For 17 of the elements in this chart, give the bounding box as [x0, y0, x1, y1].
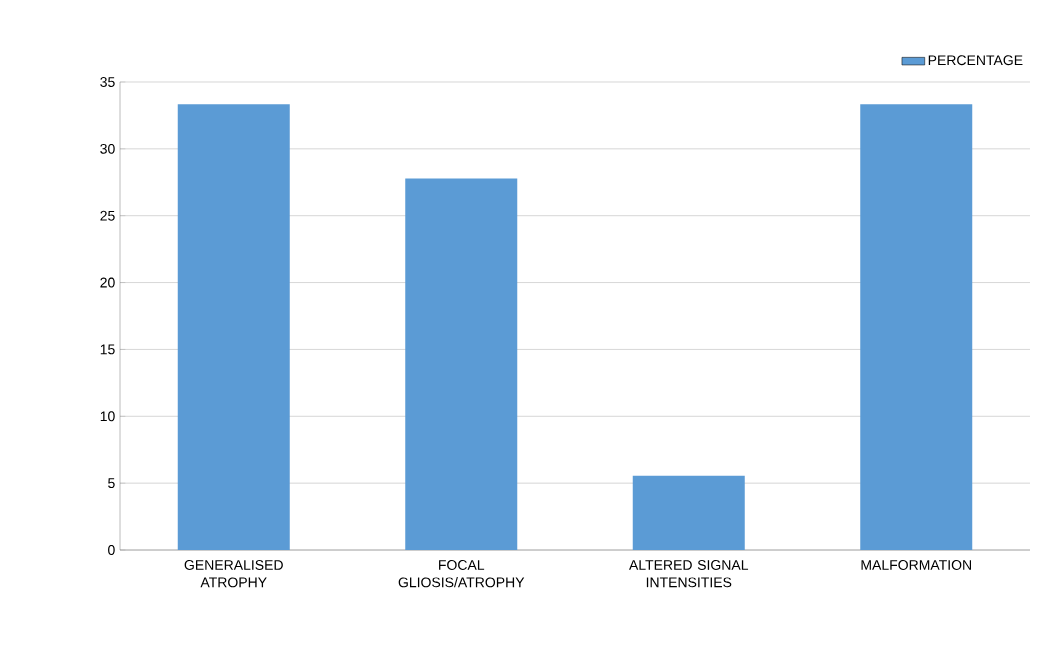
x-tick-label: FOCAL GLIOSIS/ATROPHY: [398, 560, 525, 588]
y-tick-label: 15: [100, 344, 115, 355]
y-tick-label: 35: [100, 77, 115, 87]
bar: [405, 178, 518, 550]
y-tick-label: 25: [100, 210, 115, 221]
y-tick-label: 20: [100, 277, 115, 288]
y-tick-label: 10: [100, 411, 115, 422]
y-tick-label: 0: [108, 545, 115, 555]
x-tick-label: MALFORMATION: [861, 560, 971, 570]
x-tick-label: GENERALISED ATROPHY: [184, 560, 283, 588]
bar: [860, 104, 973, 550]
x-tick-label: ALTERED SIGNAL INTENSITIES: [629, 560, 749, 588]
bar: [177, 104, 290, 550]
bar: [632, 475, 745, 550]
y-tick-label: 30: [100, 143, 115, 154]
legend-label: PERCENTAGE: [928, 55, 1023, 66]
y-tick-label: 5: [108, 478, 115, 489]
